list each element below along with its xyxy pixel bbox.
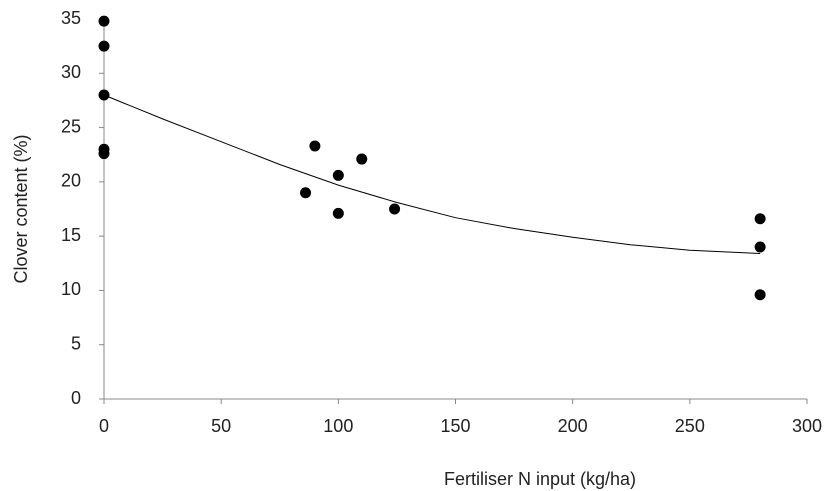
y-tick-label: 10	[61, 279, 81, 299]
x-tick-label: 250	[675, 416, 705, 436]
y-tick-label: 5	[71, 333, 81, 353]
y-tick-label: 30	[61, 62, 81, 82]
y-tick-label: 35	[61, 8, 81, 28]
data-point	[332, 169, 344, 181]
data-point	[98, 148, 110, 160]
trend-line	[103, 94, 761, 255]
data-point	[754, 289, 766, 301]
x-tick-label: 200	[558, 416, 588, 436]
x-tick-label: 50	[211, 416, 231, 436]
data-point	[309, 140, 321, 152]
x-tick-label: 100	[323, 416, 353, 436]
data-point	[98, 40, 110, 52]
x-tick-label: 0	[99, 416, 109, 436]
x-tick-label: 150	[440, 416, 470, 436]
y-tick-label: 25	[61, 116, 81, 136]
data-point	[300, 187, 312, 199]
data-point	[356, 153, 368, 165]
data-point	[98, 89, 110, 101]
data-point	[754, 213, 766, 225]
y-axis-title: Clover content (%)	[11, 134, 31, 283]
x-axis-title: Fertiliser N input (kg/ha)	[444, 469, 636, 489]
data-point	[98, 15, 110, 27]
data-point	[389, 203, 401, 215]
y-tick-label: 20	[61, 171, 81, 191]
y-tick-label: 15	[61, 225, 81, 245]
data-point	[332, 207, 344, 219]
data-point	[754, 241, 766, 253]
x-tick-label: 300	[792, 416, 822, 436]
y-tick-label: 0	[71, 388, 81, 408]
